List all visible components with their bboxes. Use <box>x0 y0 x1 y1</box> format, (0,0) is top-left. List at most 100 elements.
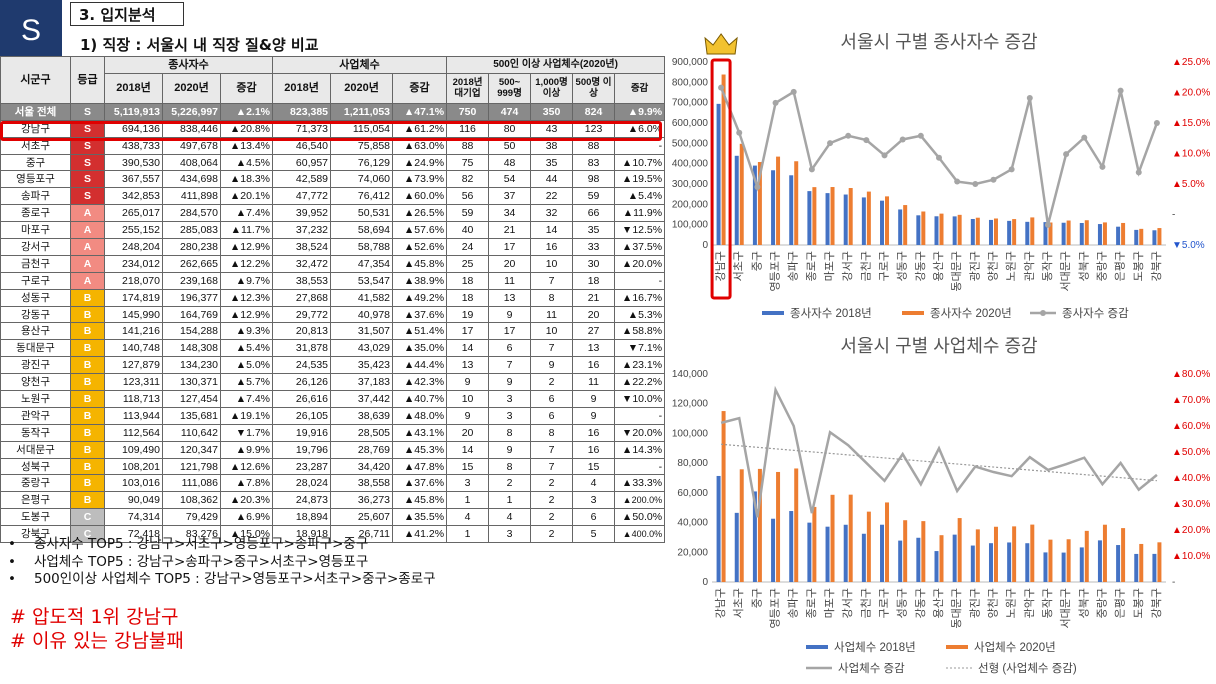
table-row: 영등포구 S 367,557 434,698 ▲18.3% 42,589 74,060 ▲73… <box>0 170 666 189</box>
value-cell: ▲19.1% <box>219 406 274 425</box>
value-cell: ▲13.4% <box>219 136 274 155</box>
value-cell: 31,507 <box>330 322 394 341</box>
value-cell: 28,769 <box>330 440 394 459</box>
value-cell: ▲20.3% <box>219 491 274 510</box>
count-cell: 6 <box>530 406 574 425</box>
count-cell: 13 <box>446 356 490 375</box>
table-row: 금천구 A 234,012 262,665 ▲12.2% 32,472 47,354 ▲45.… <box>0 254 666 273</box>
bar-2018 <box>898 540 903 582</box>
value-cell: 18,894 <box>272 508 332 527</box>
value-cell: ▲9.9% <box>219 440 274 459</box>
bar-2018 <box>716 103 721 246</box>
y-tick-label: 0 <box>702 240 708 251</box>
value-cell: ▲11.9% <box>614 204 666 223</box>
bar-2020 <box>1066 539 1071 582</box>
bar-2020 <box>1012 219 1017 245</box>
count-cell: 18 <box>572 271 616 290</box>
value-cell: 141,216 <box>104 322 163 341</box>
header-large-change: 증감 <box>614 72 666 104</box>
table-row: 강동구 B 145,990 164,769 ▲12.9% 29,772 40,978 ▲37.… <box>0 305 666 324</box>
grade-badge: B <box>70 288 105 307</box>
value-cell: 411,898 <box>162 187 221 206</box>
grade-badge: S <box>70 102 105 121</box>
y2-tick-label: ▲70.0% <box>1172 395 1210 406</box>
x-tick-label: 노원구 <box>1005 588 1018 618</box>
bar-2020 <box>1139 543 1144 582</box>
x-tick-label: 강서구 <box>841 588 854 618</box>
value-cell: 60,957 <box>272 153 332 172</box>
legend-label: 사업체수 2020년 <box>974 641 1056 654</box>
x-tick-label: 용산구 <box>932 251 945 281</box>
value-cell: ▲20.0% <box>614 254 666 273</box>
value-cell: ▼10.0% <box>614 390 666 408</box>
value-cell: ▲20.8% <box>219 119 274 138</box>
table-row: 마포구 A 255,152 285,083 ▲11.7% 37,232 58,694 ▲57.… <box>0 221 666 240</box>
grade-badge: A <box>70 254 105 273</box>
bar-2020 <box>757 468 762 582</box>
section-title: 3. 입지분석 <box>70 2 184 26</box>
y2-tick-label: - <box>1172 210 1175 221</box>
count-cell: 32 <box>530 204 574 223</box>
bar-2018 <box>1025 221 1030 245</box>
value-cell: ▲42.3% <box>392 373 448 392</box>
count-cell: 9 <box>446 373 490 392</box>
bar-2018 <box>825 193 830 245</box>
count-cell: 66 <box>572 204 616 223</box>
district-cell: 마포구 <box>0 221 71 240</box>
value-cell: ▲35.0% <box>392 339 448 358</box>
bar-2020 <box>739 469 744 582</box>
value-cell: ▲5.3% <box>614 305 666 324</box>
legend-label: 종사자수 증감 <box>1062 307 1129 320</box>
change-point <box>754 184 761 191</box>
value-cell: ▲57.6% <box>392 221 448 240</box>
value-cell: ▲12.9% <box>219 238 274 256</box>
bar-2018 <box>988 543 993 582</box>
bar-2018 <box>970 218 975 245</box>
bar-2020 <box>993 218 998 245</box>
workers-chart: 서울시 구별 종사자수 증감 0 100,000 200,000 300,000 400,… <box>672 32 1211 320</box>
grade-badge: S <box>70 187 105 206</box>
value-cell: 145,990 <box>104 305 163 324</box>
header-businesses: 사업체수 <box>272 56 448 74</box>
district-cell: 서대문구 <box>0 440 71 459</box>
grade-badge: A <box>70 204 105 223</box>
value-cell: ▲45.8% <box>392 254 448 273</box>
district-cell: 강남구 <box>0 119 71 138</box>
bar-2020 <box>903 520 908 582</box>
value-cell: ▲9.3% <box>219 322 274 341</box>
bar-2020 <box>776 471 781 582</box>
value-cell: ▲7.4% <box>219 390 274 408</box>
value-cell: 112,564 <box>104 423 163 442</box>
value-cell: ▲200.0% <box>614 491 666 510</box>
bar-2018 <box>1007 220 1012 245</box>
value-cell: ▲10.7% <box>614 153 666 172</box>
value-cell: 75,858 <box>330 136 394 155</box>
grade-badge: B <box>70 406 105 425</box>
value-cell: 265,017 <box>104 204 163 223</box>
table-row: 구로구 A 218,070 239,168 ▲9.7% 38,553 53,547 ▲38.9… <box>0 271 666 290</box>
x-tick-label: 강동구 <box>914 588 927 618</box>
change-point <box>936 154 942 161</box>
value-cell: 218,070 <box>104 271 163 290</box>
y2-tick-label: ▲20.0% <box>1172 88 1210 99</box>
value-cell: ▼7.1% <box>614 339 666 358</box>
table-row: 종로구 A 265,017 284,570 ▲7.4% 39,952 50,531 ▲26.5… <box>0 204 666 223</box>
value-cell: 111,086 <box>162 474 221 493</box>
y-tick-label: 300,000 <box>672 179 709 190</box>
value-cell: 5,119,913 <box>104 102 163 121</box>
bar-2018 <box>734 512 739 582</box>
change-point <box>772 99 779 106</box>
section-badge: S <box>0 0 62 62</box>
count-cell: 33 <box>572 238 616 256</box>
count-cell: 37 <box>488 187 532 206</box>
y-tick-label: 0 <box>702 577 708 588</box>
x-tick-label: 마포구 <box>823 251 836 281</box>
district-comparison-table: 시군구 등급 종사자수 사업체수 500인 이상 사업체수(2020년) 201… <box>0 56 666 544</box>
value-cell: 121,798 <box>162 457 221 476</box>
y2-tick-label: ▲20.0% <box>1172 525 1210 536</box>
count-cell: 20 <box>488 254 532 273</box>
value-cell: 390,530 <box>104 153 163 172</box>
value-cell: ▲45.8% <box>392 491 448 510</box>
count-cell: 9 <box>572 406 616 425</box>
change-point <box>827 140 834 147</box>
